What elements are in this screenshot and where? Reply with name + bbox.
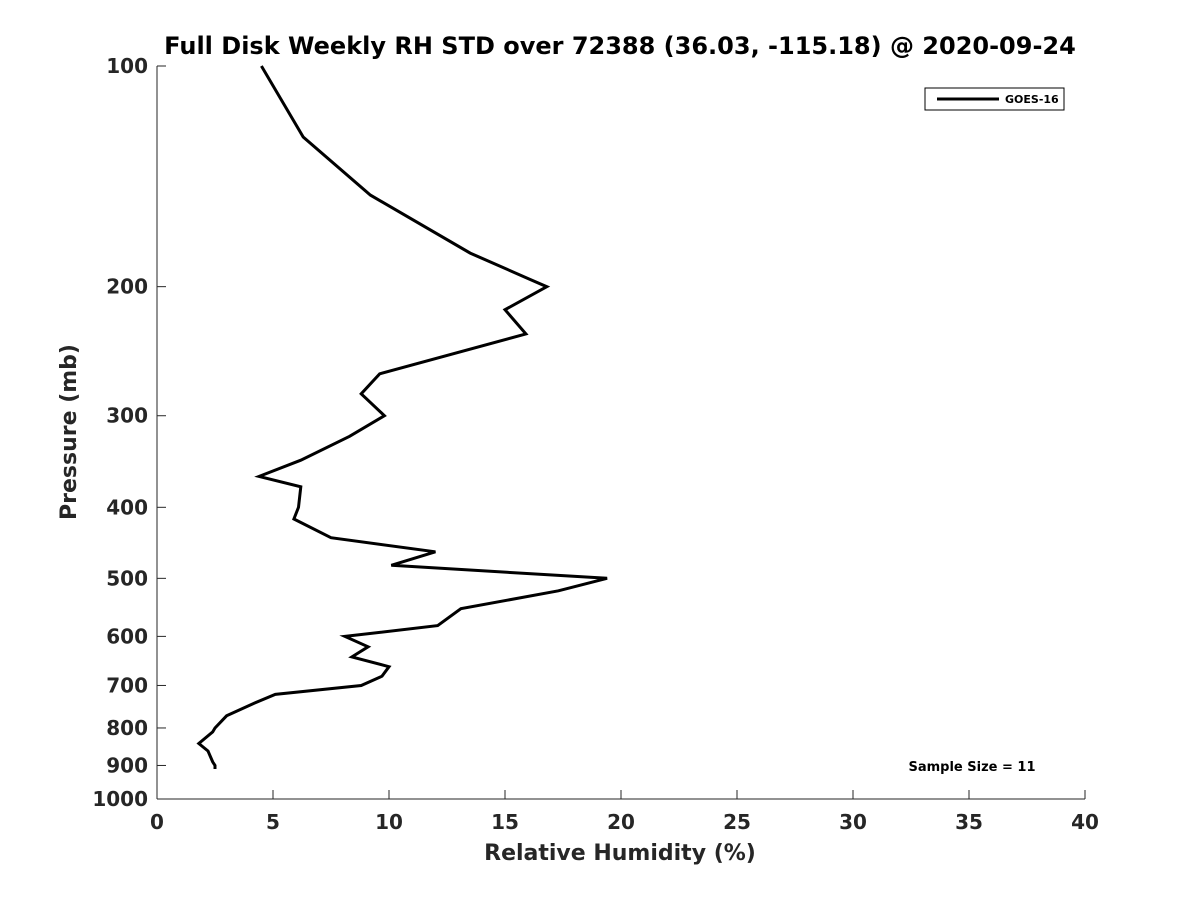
y-tick-label: 300 [106, 404, 148, 428]
y-tick-label: 900 [106, 753, 148, 777]
x-tick-label: 30 [839, 810, 867, 834]
legend-label-goes-16: GOES-16 [1005, 93, 1059, 106]
x-tick-label: 15 [491, 810, 519, 834]
y-tick-label: 600 [106, 624, 148, 648]
sample-size-annotation: Sample Size = 11 [908, 760, 1035, 775]
y-tick-label: 100 [106, 54, 148, 78]
x-tick-label: 35 [955, 810, 983, 834]
x-tick-label: 20 [607, 810, 635, 834]
plot-area: 0 5 10 15 20 25 30 35 40 100 200 300 400 500 600 700 800… [92, 54, 1099, 834]
x-tick-label: 25 [723, 810, 751, 834]
y-tick-label: 200 [106, 275, 148, 299]
legend: GOES-16 [924, 87, 1065, 111]
x-tick-label: 40 [1071, 810, 1099, 834]
y-tick-label: 800 [106, 716, 148, 740]
y-tick-label: 400 [106, 495, 148, 519]
x-tick-label: 10 [375, 810, 403, 834]
series-line-goes-16 [196, 65, 608, 769]
y-axis-label: Pressure (mb) [57, 344, 82, 520]
x-tick-label: 5 [266, 810, 280, 834]
y-tick-label: 700 [106, 673, 148, 697]
x-axis-label: Relative Humidity (%) [484, 841, 756, 866]
chart-title: Full Disk Weekly RH STD over 72388 (36.0… [164, 32, 1076, 60]
y-tick-label: 1000 [92, 787, 148, 811]
y-tick-label: 500 [106, 566, 148, 590]
x-tick-label: 0 [150, 810, 164, 834]
